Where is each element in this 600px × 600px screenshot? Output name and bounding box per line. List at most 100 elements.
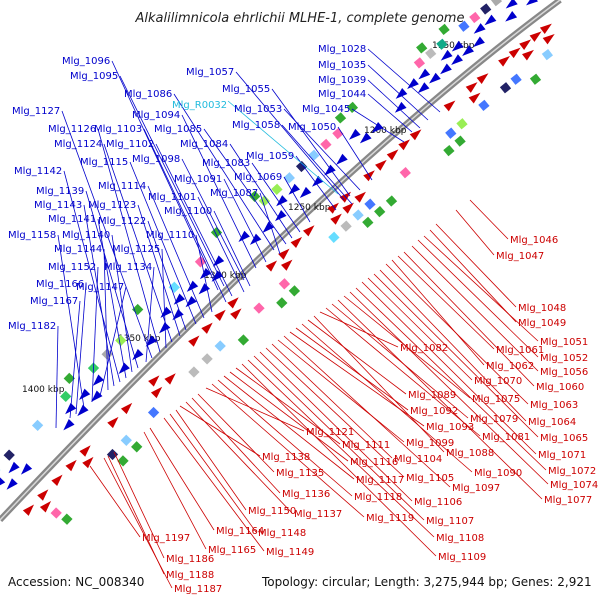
gene-label[interactable]: Mlg_1143 (34, 200, 82, 211)
gene-label[interactable]: Mlg_1056 (540, 367, 588, 378)
gene-label[interactable]: Mlg_1072 (548, 466, 596, 477)
gene-label[interactable]: Mlg_1091 (174, 174, 222, 185)
gene-label[interactable]: Mlg_1100 (164, 206, 212, 217)
gene-label[interactable]: Mlg_1147 (76, 282, 124, 293)
gene-label[interactable]: Mlg_1069 (234, 172, 282, 183)
gene-label[interactable]: Mlg_1119 (366, 513, 414, 524)
gene-label[interactable]: Mlg_1074 (550, 480, 598, 491)
gene-label[interactable]: Mlg_1105 (406, 473, 454, 484)
gene-label[interactable]: Mlg_1081 (482, 432, 530, 443)
gene-label[interactable]: Mlg_1070 (474, 376, 522, 387)
gene-label[interactable]: Mlg_1114 (98, 181, 146, 192)
gene-label[interactable]: Mlg_1097 (452, 483, 500, 494)
gene-label[interactable]: Mlg_1103 (94, 124, 142, 135)
gene-label[interactable]: Mlg_1126 (48, 124, 96, 135)
gene-label[interactable]: Mlg_1045 (302, 104, 350, 115)
gene-label[interactable]: Mlg_1150 (248, 506, 296, 517)
gene-label[interactable]: Mlg_1188 (166, 570, 214, 581)
gene-label[interactable]: Mlg_1035 (318, 60, 366, 71)
gene-label[interactable]: Mlg_1144 (54, 244, 102, 255)
gene-label[interactable]: Mlg_1106 (414, 497, 462, 508)
gene-label[interactable]: Mlg_1111 (342, 440, 390, 451)
gene-label[interactable]: Mlg_1088 (446, 448, 494, 459)
gene-label[interactable]: Mlg_1122 (98, 216, 146, 227)
gene-label[interactable]: Mlg_1148 (258, 528, 306, 539)
gene-label[interactable]: Mlg_1098 (132, 154, 180, 165)
gene-label[interactable]: Mlg_1039 (318, 75, 366, 86)
gene-label[interactable]: Mlg_1141 (48, 214, 96, 225)
gene-label[interactable]: Mlg_1135 (276, 468, 324, 479)
gene-label[interactable]: Mlg_1058 (232, 120, 280, 131)
gene-label[interactable]: Mlg_1061 (496, 345, 544, 356)
gene-label[interactable]: Mlg_1062 (486, 361, 534, 372)
gene-label[interactable]: Mlg_1096 (62, 56, 110, 67)
gene-label[interactable]: Mlg_1063 (530, 400, 578, 411)
gene-label[interactable]: Mlg_1090 (474, 468, 522, 479)
gene-label[interactable]: Mlg_1138 (262, 452, 310, 463)
gene-label[interactable]: Mlg_1101 (148, 192, 196, 203)
gene-label[interactable]: Mlg_1064 (528, 417, 576, 428)
gene-label[interactable]: Mlg_1077 (544, 495, 592, 506)
gene-label[interactable]: Mlg_1108 (436, 533, 484, 544)
gene-label[interactable]: Mlg_1104 (394, 454, 442, 465)
gene-label[interactable]: Mlg_1052 (540, 353, 588, 364)
gene-label[interactable]: Mlg_1049 (518, 318, 566, 329)
gene-label[interactable]: Mlg_1139 (36, 186, 84, 197)
gene-label[interactable]: Mlg_1127 (12, 106, 60, 117)
gene-label[interactable]: Mlg_1071 (538, 450, 586, 461)
gene-label[interactable]: Mlg_1124 (54, 139, 102, 150)
gene-label[interactable]: Mlg_1055 (222, 84, 270, 95)
gene-label[interactable]: Mlg_1182 (8, 321, 56, 332)
gene-label[interactable]: Mlg_1028 (318, 44, 366, 55)
gene-label[interactable]: Mlg_1087 (210, 188, 258, 199)
gene-label[interactable]: Mlg_1085 (154, 124, 202, 135)
gene-label[interactable]: Mlg_1136 (282, 489, 330, 500)
gene-label[interactable]: Mlg_1117 (356, 475, 404, 486)
gene-label[interactable]: Mlg_1053 (234, 104, 282, 115)
gene-label[interactable]: Mlg_1082 (400, 343, 448, 354)
gene-label[interactable]: Mlg_1121 (306, 427, 354, 438)
gene-label[interactable]: Mlg_1102 (106, 139, 154, 150)
gene-label[interactable]: Mlg_1125 (112, 244, 160, 255)
gene-label[interactable]: Mlg_1115 (80, 157, 128, 168)
gene-label[interactable]: Mlg_1084 (180, 139, 228, 150)
gene-label[interactable]: Mlg_1075 (472, 394, 520, 405)
gene-label[interactable]: Mlg_1051 (540, 337, 588, 348)
gene-label[interactable]: Mlg_1116 (350, 457, 398, 468)
gene-label[interactable]: Mlg_1142 (14, 166, 62, 177)
gene-label[interactable]: Mlg_1092 (410, 406, 458, 417)
gene-label[interactable]: Mlg_1165 (208, 545, 256, 556)
gene-label[interactable]: Mlg_1065 (540, 433, 588, 444)
gene-label[interactable]: Mlg_1166 (36, 279, 84, 290)
gene-label[interactable]: Mlg_1164 (216, 526, 264, 537)
gene-label[interactable]: Mlg_1079 (470, 414, 518, 425)
gene-label[interactable]: Mlg_1059 (246, 151, 294, 162)
gene-label[interactable]: Mlg_1107 (426, 516, 474, 527)
gene-label[interactable]: Mlg_1152 (48, 262, 96, 273)
gene-label[interactable]: Mlg_1123 (88, 200, 136, 211)
gene-label[interactable]: Mlg_1149 (266, 547, 314, 558)
gene-label[interactable]: Mlg_1048 (518, 303, 566, 314)
gene-label[interactable]: Mlg_1186 (166, 554, 214, 565)
gene-label[interactable]: Mlg_1093 (426, 422, 474, 433)
gene-label[interactable]: Mlg_1094 (132, 110, 180, 121)
gene-label[interactable]: Mlg_1083 (202, 158, 250, 169)
gene-label[interactable]: Mlg_1046 (510, 235, 558, 246)
gene-label[interactable]: Mlg_1197 (142, 533, 190, 544)
gene-label[interactable]: Mlg_1089 (408, 390, 456, 401)
gene-label[interactable]: Mlg_1044 (318, 89, 366, 100)
gene-label[interactable]: Mlg_1140 (62, 230, 110, 241)
rna-gene-label[interactable]: Mlg_R0032 (172, 100, 227, 111)
gene-label[interactable]: Mlg_1118 (354, 492, 402, 503)
gene-label[interactable]: Mlg_1187 (174, 584, 222, 595)
gene-label[interactable]: Mlg_1095 (70, 71, 118, 82)
gene-label[interactable]: Mlg_1167 (30, 296, 78, 307)
gene-label[interactable]: Mlg_1050 (288, 122, 336, 133)
gene-label[interactable]: Mlg_1086 (124, 89, 172, 100)
gene-label[interactable]: Mlg_1060 (536, 382, 584, 393)
gene-label[interactable]: Mlg_1110 (146, 230, 194, 241)
gene-label[interactable]: Mlg_1137 (294, 509, 342, 520)
gene-label[interactable]: Mlg_1158 (8, 230, 56, 241)
gene-label[interactable]: Mlg_1047 (496, 251, 544, 262)
gene-label[interactable]: Mlg_1057 (186, 67, 234, 78)
